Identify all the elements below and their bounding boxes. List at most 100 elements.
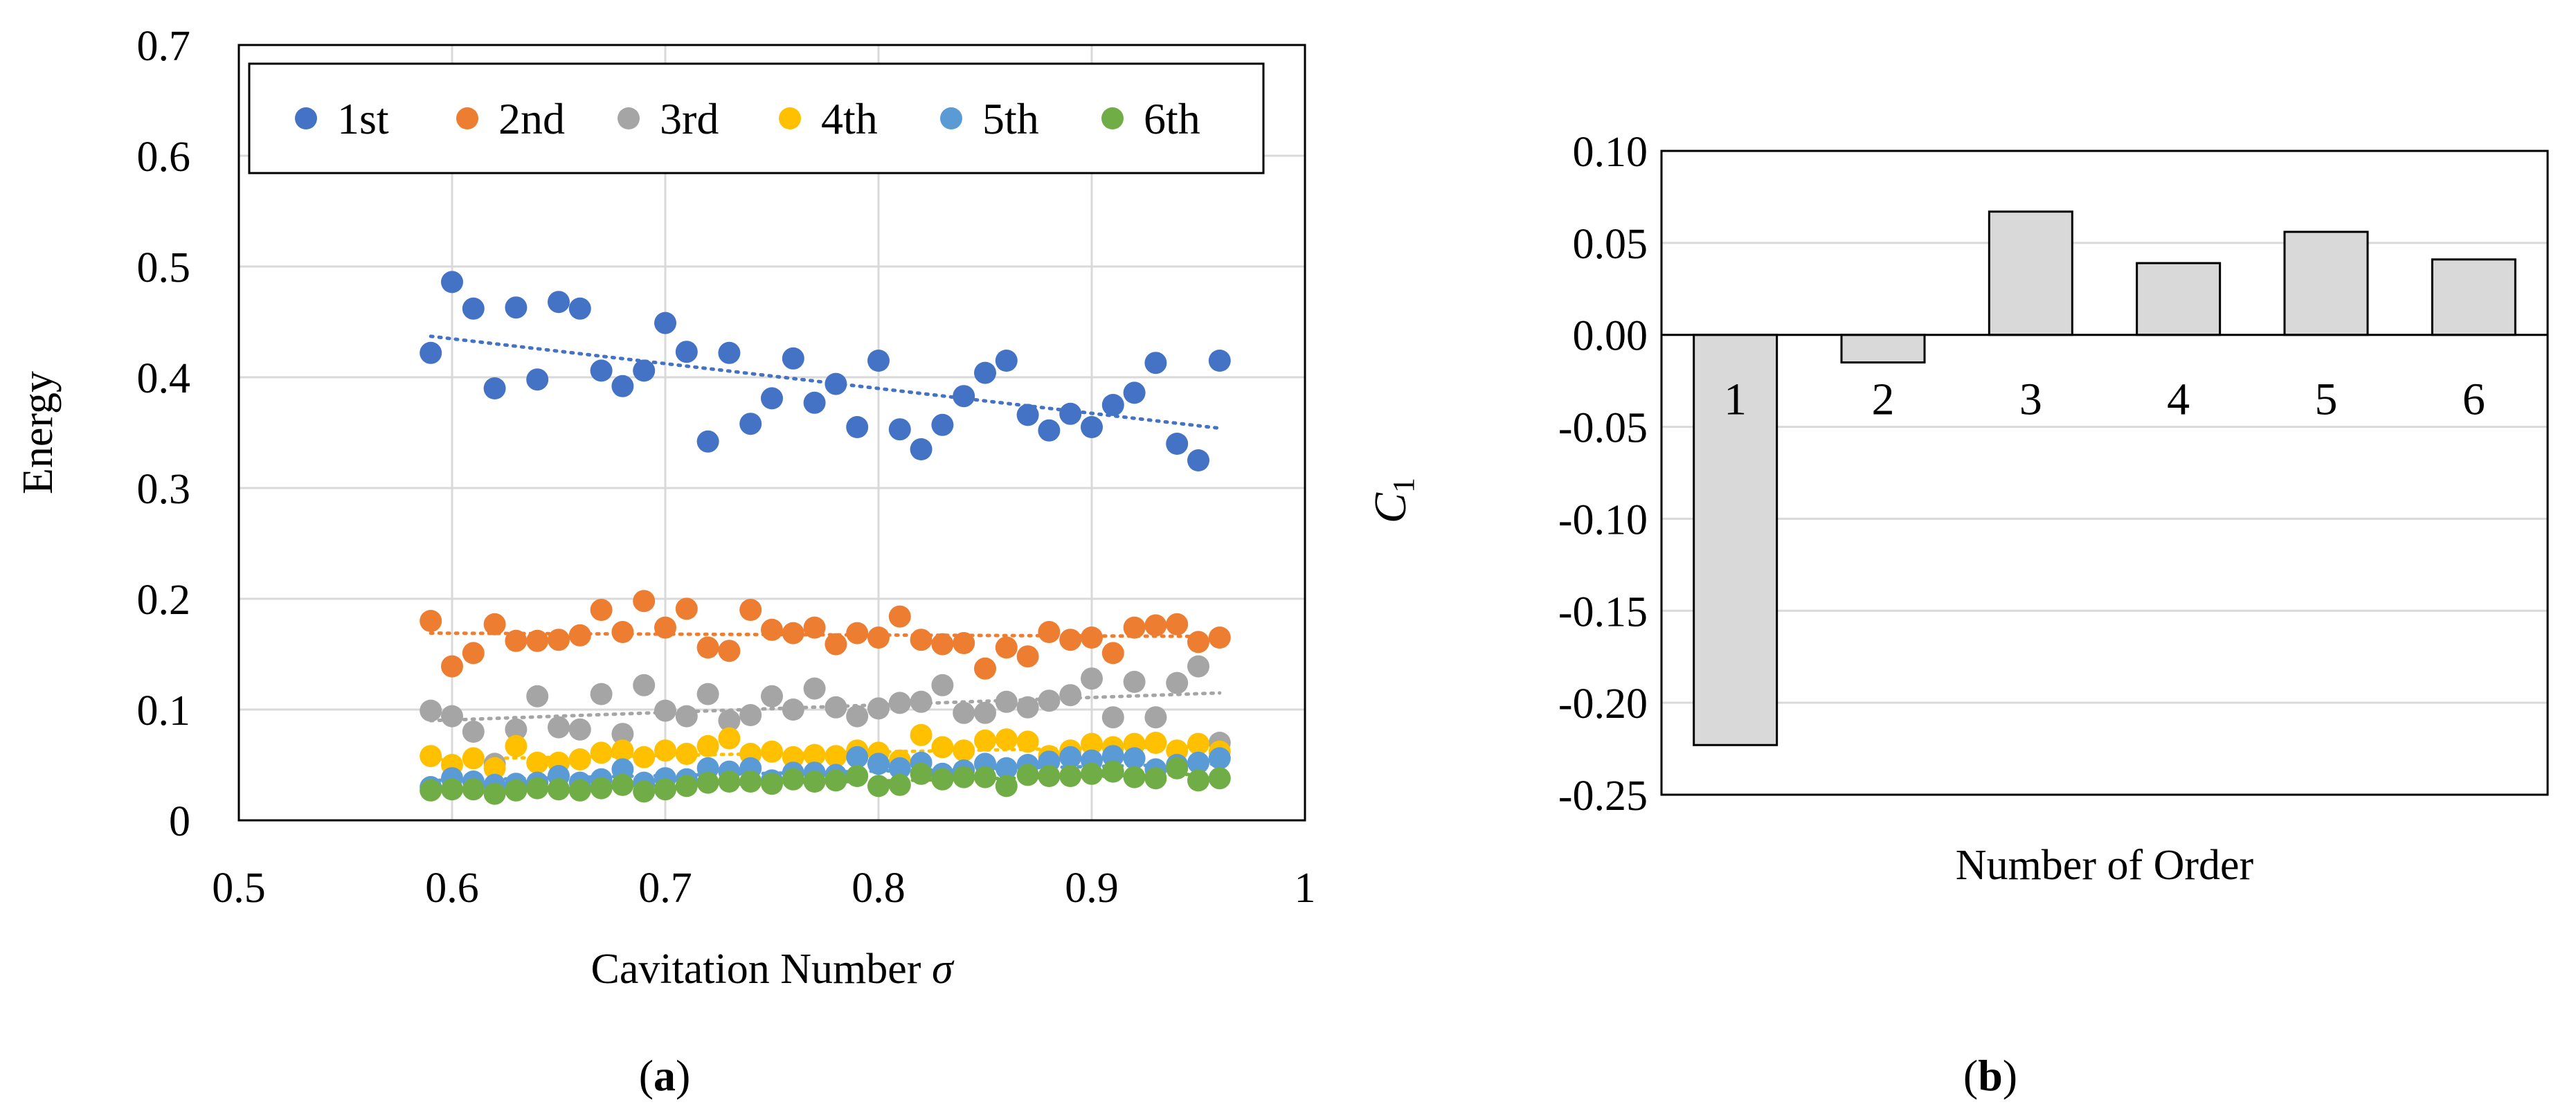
point-4th	[526, 751, 549, 774]
b-y-axis-label-sub: 1	[1387, 478, 1421, 493]
point-2nd	[505, 629, 528, 652]
b-gridlines	[1661, 150, 2548, 796]
point-5th	[1101, 745, 1124, 768]
point-2nd	[995, 636, 1018, 659]
point-2nd	[675, 597, 698, 620]
point-1st	[590, 359, 613, 382]
point-2nd	[739, 599, 762, 621]
point-4th	[505, 734, 528, 757]
b-category-labels: 1 2 3 4 5 6	[1724, 375, 2485, 425]
point-2nd	[696, 636, 719, 659]
a-x-tick-label: 0.6	[425, 865, 479, 912]
point-1st	[526, 368, 549, 391]
point-3rd	[1038, 689, 1061, 712]
point-6th	[696, 771, 719, 794]
point-2nd	[718, 640, 741, 662]
bar-order-6	[2431, 258, 2516, 336]
c1-bar-chart: 1 2 3 4 5 6 -0.25 -0.20 -0.15 -0.10 -0.05 0.00 0.05…	[1365, 129, 2549, 1100]
point-4th	[761, 740, 783, 763]
sigma-symbol: σ	[932, 946, 955, 993]
point-3rd	[1144, 706, 1167, 729]
point-4th	[420, 745, 442, 768]
point-3rd	[803, 677, 826, 700]
point-5th	[611, 758, 634, 781]
point-2nd	[867, 626, 890, 649]
point-3rd	[1059, 684, 1082, 707]
point-6th	[1123, 766, 1146, 788]
point-3rd	[568, 718, 591, 741]
point-2nd	[568, 624, 591, 647]
point-1st	[867, 350, 890, 372]
point-1st	[803, 391, 826, 414]
point-4th	[633, 746, 656, 768]
point-6th	[526, 777, 549, 800]
point-2nd	[1166, 613, 1189, 635]
point-1st	[825, 372, 847, 395]
point-1st	[846, 416, 869, 438]
legend-marker-4th	[779, 107, 801, 129]
point-2nd	[888, 605, 911, 628]
a-y-tick-label: 0.4	[137, 355, 191, 402]
point-4th	[590, 741, 613, 764]
legend-marker-6th	[1101, 107, 1124, 129]
point-2nd	[462, 642, 485, 665]
point-2nd	[1123, 616, 1146, 639]
point-2nd	[1101, 642, 1124, 665]
b-category-label: 4	[2167, 375, 2190, 425]
point-6th	[910, 762, 933, 785]
point-3rd	[1016, 696, 1039, 719]
b-y-tick-label: 0.05	[1573, 221, 1648, 268]
point-1st	[483, 377, 506, 399]
legend-label-1st: 1st	[337, 94, 389, 143]
point-1st	[931, 413, 954, 436]
point-6th	[931, 768, 954, 791]
b-y-tick-label: -0.25	[1558, 773, 1648, 820]
point-3rd	[548, 716, 570, 739]
point-1st	[1166, 433, 1189, 455]
point-6th	[888, 773, 911, 796]
point-6th	[462, 778, 485, 801]
b-category-label: 6	[2462, 375, 2485, 425]
point-3rd	[1123, 671, 1146, 693]
point-1st	[739, 413, 762, 435]
a-x-tick-label: 0.5	[212, 865, 266, 912]
point-4th	[931, 736, 954, 759]
point-2nd	[782, 622, 804, 644]
point-3rd	[590, 683, 613, 705]
point-2nd	[803, 616, 826, 639]
legend-label-6th: 6th	[1144, 94, 1200, 143]
point-3rd	[846, 705, 869, 728]
point-5th	[1123, 747, 1146, 770]
panel-b-caption-letter: b	[1978, 1051, 2003, 1100]
point-3rd	[441, 705, 463, 728]
point-6th	[739, 770, 762, 793]
point-4th	[718, 727, 741, 750]
bar-order-3	[1988, 210, 2073, 336]
point-2nd	[590, 599, 613, 621]
point-6th	[1144, 767, 1167, 790]
point-6th	[1101, 760, 1124, 783]
a-legend-box	[248, 62, 1265, 174]
point-5th	[888, 757, 911, 779]
point-1st	[1016, 404, 1039, 426]
point-6th	[441, 778, 463, 801]
a-x-axis-label-text: Cavitation Number	[591, 946, 931, 993]
legend-marker-3rd	[618, 107, 640, 129]
point-5th	[867, 752, 890, 775]
a-y-axis-label: Energy	[15, 371, 62, 494]
point-3rd	[526, 685, 549, 707]
a-x-tick-label: 0.8	[852, 865, 906, 912]
point-3rd	[462, 721, 485, 743]
a-y-tick-label: 0.5	[137, 244, 191, 291]
point-2nd	[846, 622, 869, 644]
point-6th	[1059, 765, 1082, 787]
point-1st	[761, 387, 783, 410]
energy-scatter-chart: 00.10.20.30.40.50.60.7 0.5 0.6 0.7 0.8 0.9 1 …	[15, 23, 1316, 1100]
point-3rd	[888, 692, 911, 714]
point-4th	[568, 748, 591, 770]
point-2nd	[483, 613, 506, 635]
point-6th	[953, 766, 975, 788]
point-1st	[420, 341, 442, 364]
point-6th	[1081, 762, 1103, 785]
